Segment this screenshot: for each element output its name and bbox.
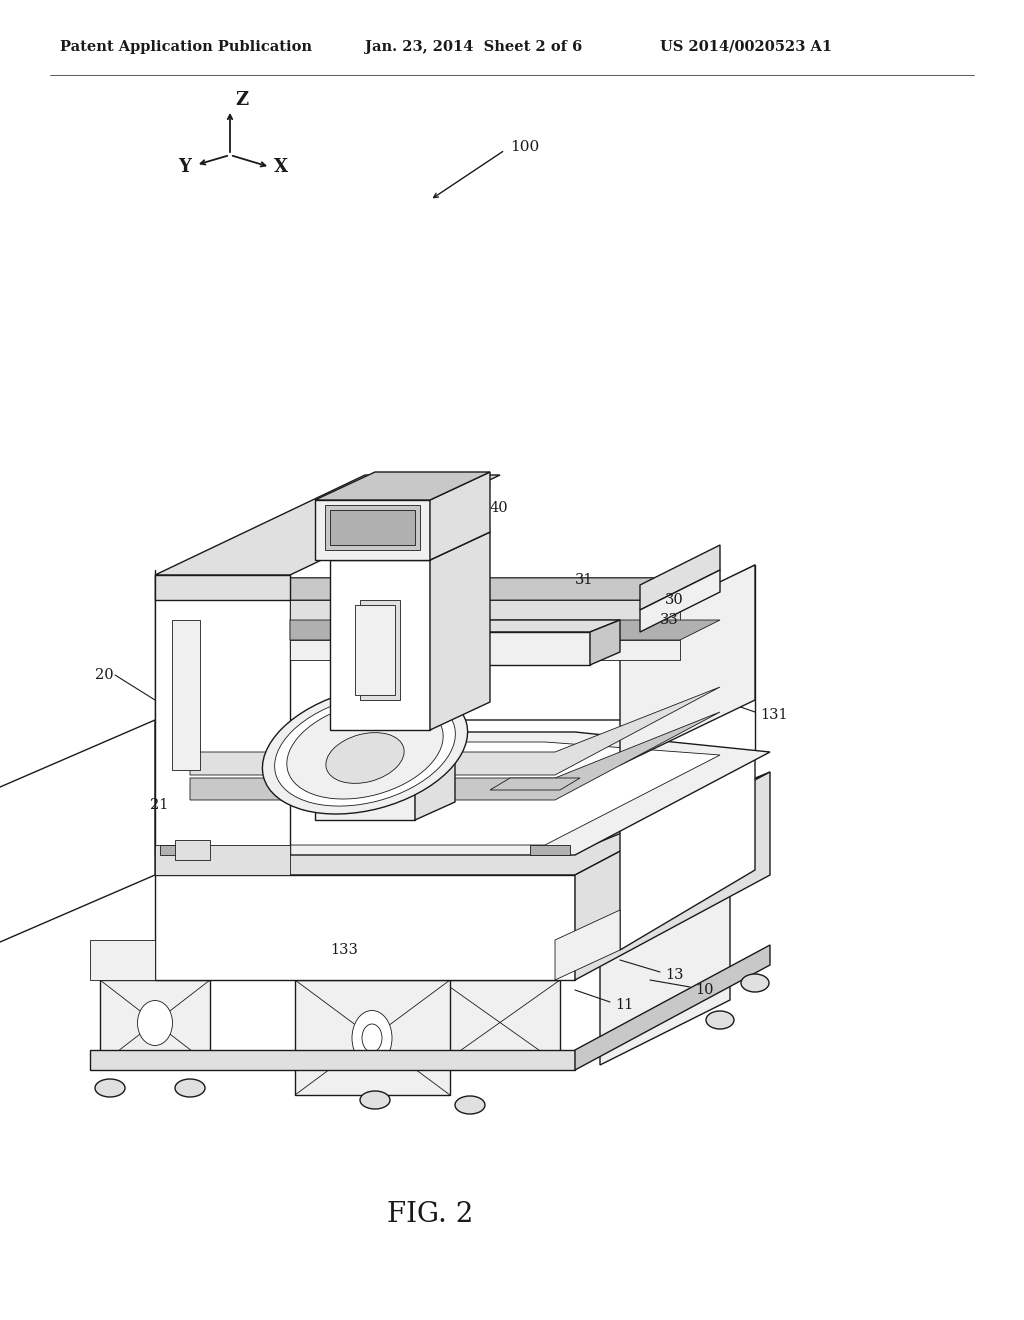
Text: 13: 13 — [665, 968, 683, 982]
Polygon shape — [440, 979, 560, 1065]
Polygon shape — [155, 845, 290, 875]
Polygon shape — [360, 601, 400, 700]
Polygon shape — [490, 777, 580, 789]
Text: 33: 33 — [660, 612, 679, 627]
Ellipse shape — [362, 1024, 382, 1052]
Polygon shape — [190, 686, 720, 775]
Polygon shape — [555, 909, 620, 979]
Polygon shape — [290, 601, 680, 620]
Text: 133: 133 — [330, 942, 357, 957]
Text: 11: 11 — [615, 998, 633, 1012]
Polygon shape — [0, 719, 155, 954]
Text: 100: 100 — [510, 140, 540, 154]
Polygon shape — [415, 733, 455, 820]
Polygon shape — [640, 570, 720, 632]
Polygon shape — [355, 605, 395, 696]
Polygon shape — [600, 880, 730, 1065]
Polygon shape — [290, 620, 720, 640]
Polygon shape — [155, 772, 770, 875]
Text: 10: 10 — [695, 983, 714, 997]
Text: Z: Z — [234, 91, 248, 110]
Polygon shape — [290, 578, 720, 601]
Ellipse shape — [352, 1011, 392, 1065]
Polygon shape — [155, 576, 290, 601]
Polygon shape — [330, 560, 430, 730]
Ellipse shape — [175, 1078, 205, 1097]
Polygon shape — [295, 979, 450, 1096]
Polygon shape — [160, 845, 200, 855]
Ellipse shape — [287, 701, 443, 799]
Ellipse shape — [455, 1096, 485, 1114]
Polygon shape — [620, 565, 755, 766]
Polygon shape — [190, 711, 720, 800]
Polygon shape — [315, 750, 415, 820]
Polygon shape — [430, 473, 490, 560]
Text: X: X — [274, 158, 288, 176]
Polygon shape — [290, 640, 680, 660]
Polygon shape — [172, 620, 200, 770]
Polygon shape — [640, 545, 720, 610]
Ellipse shape — [741, 974, 769, 993]
Polygon shape — [190, 742, 720, 845]
Polygon shape — [100, 979, 210, 1065]
Ellipse shape — [274, 694, 456, 807]
Text: Y: Y — [178, 158, 190, 176]
Polygon shape — [325, 506, 420, 550]
Polygon shape — [620, 755, 755, 950]
Ellipse shape — [137, 1001, 172, 1045]
Ellipse shape — [360, 1092, 390, 1109]
Text: Jan. 23, 2014  Sheet 2 of 6: Jan. 23, 2014 Sheet 2 of 6 — [365, 40, 583, 54]
Polygon shape — [90, 940, 155, 979]
Polygon shape — [590, 620, 620, 665]
Text: 30: 30 — [665, 593, 684, 607]
Polygon shape — [575, 772, 770, 979]
Polygon shape — [315, 500, 430, 560]
Polygon shape — [155, 875, 575, 979]
Polygon shape — [90, 1049, 575, 1071]
Polygon shape — [460, 620, 620, 632]
Ellipse shape — [706, 1011, 734, 1030]
Text: 131: 131 — [760, 708, 787, 722]
Polygon shape — [330, 532, 490, 560]
Ellipse shape — [326, 733, 404, 783]
Text: Patent Application Publication: Patent Application Publication — [60, 40, 312, 54]
Polygon shape — [315, 473, 490, 500]
Polygon shape — [155, 733, 770, 855]
Polygon shape — [530, 845, 570, 855]
Text: 40: 40 — [490, 502, 509, 515]
Polygon shape — [155, 475, 500, 576]
Text: US 2014/0020523 A1: US 2014/0020523 A1 — [660, 40, 833, 54]
Polygon shape — [175, 840, 210, 861]
Text: 21: 21 — [150, 799, 168, 812]
Ellipse shape — [95, 1078, 125, 1097]
Polygon shape — [590, 755, 755, 840]
Polygon shape — [155, 576, 290, 855]
Text: 31: 31 — [575, 573, 594, 587]
Polygon shape — [330, 510, 415, 545]
Text: FIG. 2: FIG. 2 — [387, 1201, 473, 1229]
Polygon shape — [290, 565, 755, 719]
Polygon shape — [460, 632, 590, 665]
Text: 20: 20 — [95, 668, 114, 682]
Polygon shape — [575, 945, 770, 1071]
Ellipse shape — [262, 686, 468, 814]
Polygon shape — [430, 532, 490, 730]
Polygon shape — [290, 578, 720, 601]
